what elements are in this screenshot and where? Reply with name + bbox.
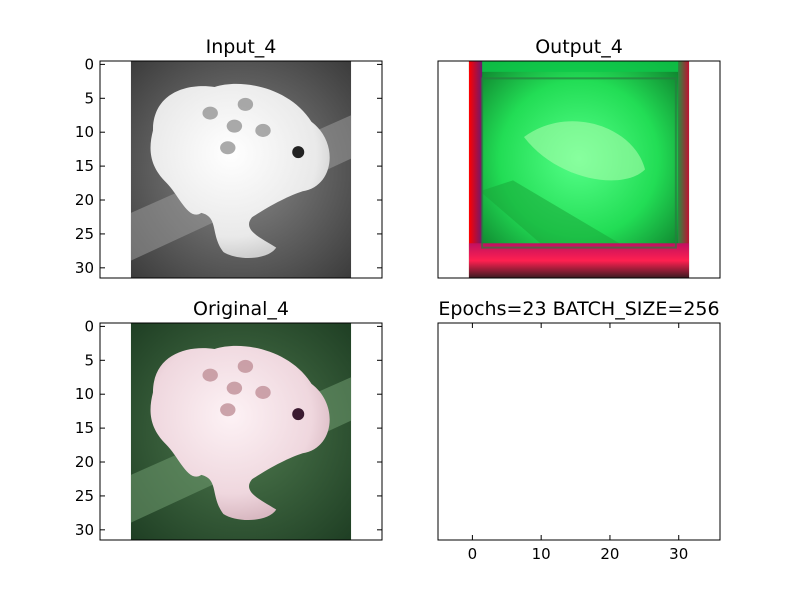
y-tick-label: 25 [75, 487, 94, 505]
subplot-output: Output_4 [437, 36, 721, 279]
frog-spot [237, 97, 254, 111]
subplot-title: Output_4 [535, 36, 623, 58]
y-tick-label: 10 [75, 385, 94, 403]
y-tick-label: 5 [84, 89, 94, 107]
y-tick-label: 25 [75, 225, 94, 243]
subplot-params: Epochs=23 BATCH_SIZE=256 0 10 20 30 [437, 298, 721, 563]
subplot-input: Input_4 0 5 10 15 20 25 30 [75, 36, 383, 279]
ticks: 0 5 10 15 20 25 30 [75, 55, 382, 277]
y-tick-label: 5 [84, 351, 94, 369]
y-tick-label: 30 [75, 259, 94, 277]
x-tick-label: 10 [532, 545, 551, 563]
y-tick-label: 0 [84, 317, 94, 335]
y-tick-label: 20 [75, 453, 94, 471]
output-image [468, 61, 690, 278]
frog-spot [255, 123, 271, 137]
axes-frame [99, 60, 383, 279]
x-tick-label: 0 [468, 545, 478, 563]
original-image [130, 323, 352, 540]
ticks: 0 10 20 30 [468, 323, 688, 563]
frog-spot [226, 119, 243, 133]
axes-frame [437, 60, 721, 279]
frog-spot [255, 385, 271, 399]
axes-frame [437, 322, 721, 541]
x-tick-label: 30 [669, 545, 688, 563]
x-tick-label: 20 [600, 545, 619, 563]
frog-spot [202, 368, 218, 382]
ticks: 0 5 10 15 20 25 30 [75, 317, 382, 539]
frog-spot [226, 381, 243, 395]
frog-spot [220, 141, 236, 155]
y-tick-label: 30 [75, 521, 94, 539]
y-tick-label: 20 [75, 191, 94, 209]
input-image [130, 61, 352, 278]
subplot-original: Original_4 0 5 10 15 20 25 30 [75, 298, 383, 541]
y-tick-label: 15 [75, 157, 94, 175]
y-tick-label: 10 [75, 123, 94, 141]
subplot-title: Original_4 [193, 298, 289, 320]
frog-spot [237, 359, 254, 373]
subplot-title: Input_4 [206, 36, 277, 58]
axes-frame [99, 322, 383, 541]
frog-spot [220, 403, 236, 417]
y-tick-label: 15 [75, 419, 94, 437]
y-tick-label: 0 [84, 55, 94, 73]
frog-spot [202, 106, 218, 120]
subplot-title: Epochs=23 BATCH_SIZE=256 [438, 298, 719, 320]
